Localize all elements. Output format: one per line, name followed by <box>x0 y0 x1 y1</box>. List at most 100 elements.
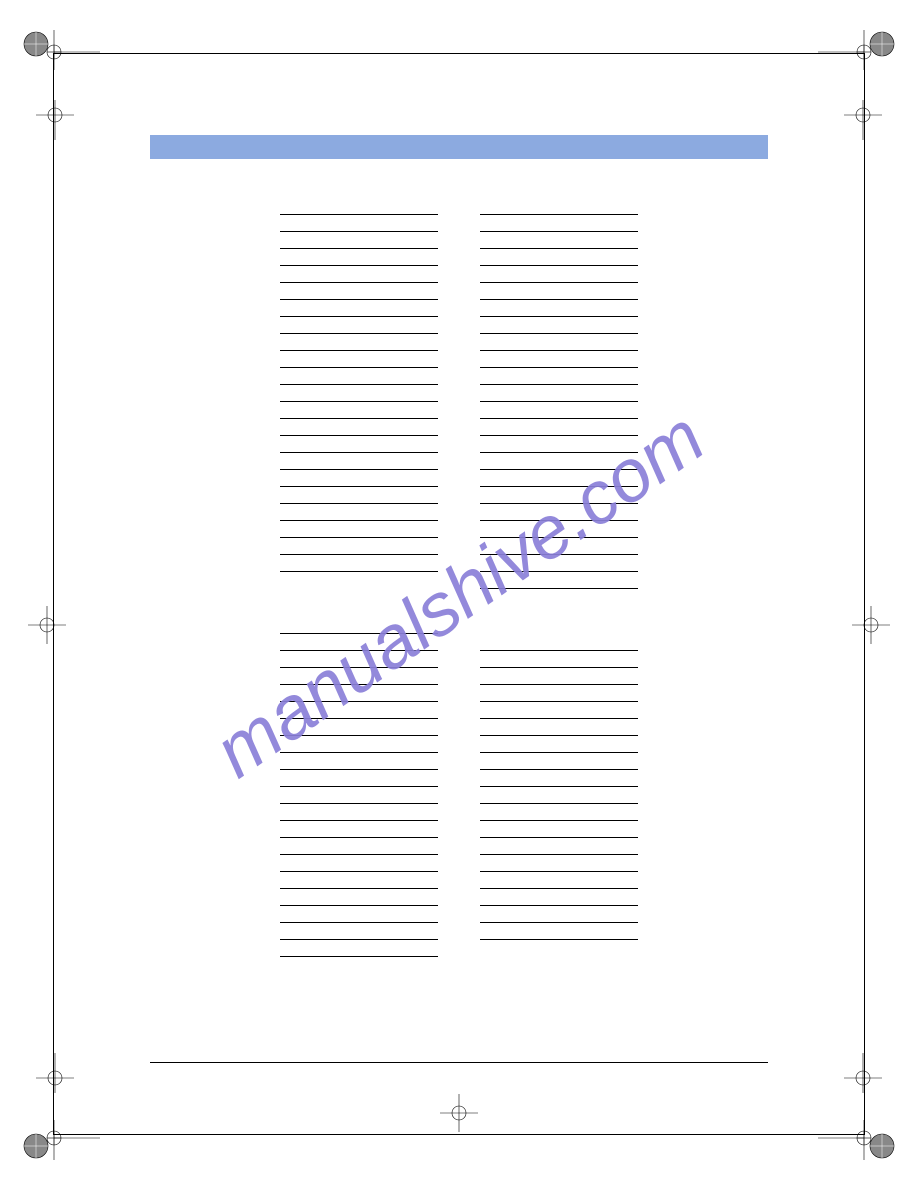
writing-line <box>280 923 438 940</box>
writing-line <box>480 855 638 872</box>
registration-mark-icon <box>838 100 888 150</box>
header-bar <box>150 135 768 159</box>
writing-line <box>480 555 638 572</box>
columns <box>150 199 768 957</box>
writing-line <box>480 419 638 436</box>
writing-line <box>480 804 638 821</box>
writing-line <box>480 368 638 385</box>
writing-line <box>480 300 638 317</box>
writing-line <box>480 436 638 453</box>
writing-line <box>280 249 438 266</box>
writing-line <box>480 702 638 719</box>
writing-line <box>280 940 438 957</box>
registration-mark-icon <box>22 1082 100 1160</box>
writing-line <box>480 572 638 589</box>
writing-line <box>480 487 638 504</box>
registration-mark-icon <box>846 600 896 650</box>
writing-line <box>280 521 438 538</box>
writing-line <box>280 685 438 702</box>
writing-line <box>480 685 638 702</box>
writing-line <box>480 821 638 838</box>
writing-line <box>280 334 438 351</box>
writing-line <box>480 923 638 940</box>
writing-line <box>280 753 438 770</box>
writing-line <box>280 300 438 317</box>
writing-line <box>480 249 638 266</box>
writing-line <box>480 334 638 351</box>
registration-mark-icon <box>434 1088 484 1138</box>
section-header-rule <box>280 618 438 634</box>
writing-line <box>480 232 638 249</box>
writing-line <box>280 453 438 470</box>
writing-line <box>280 555 438 572</box>
writing-line <box>480 872 638 889</box>
section-header-rule <box>480 199 638 215</box>
writing-line <box>480 719 638 736</box>
writing-line <box>280 838 438 855</box>
writing-line <box>280 821 438 838</box>
writing-line <box>280 634 438 651</box>
writing-line <box>480 838 638 855</box>
writing-line <box>480 770 638 787</box>
writing-line <box>280 317 438 334</box>
registration-mark-icon <box>818 1082 896 1160</box>
writing-line <box>280 889 438 906</box>
writing-line <box>480 521 638 538</box>
writing-line <box>480 906 638 923</box>
registration-mark-icon <box>30 100 80 150</box>
writing-line <box>280 385 438 402</box>
writing-line <box>280 470 438 487</box>
writing-line <box>280 538 438 555</box>
column-left <box>280 199 438 957</box>
writing-line <box>280 906 438 923</box>
writing-line <box>280 266 438 283</box>
writing-line <box>480 889 638 906</box>
writing-line <box>280 368 438 385</box>
writing-line <box>280 504 438 521</box>
writing-line <box>480 668 638 685</box>
writing-line <box>480 470 638 487</box>
writing-line <box>280 402 438 419</box>
section-header-rule <box>480 635 638 651</box>
writing-line <box>280 702 438 719</box>
registration-mark-icon <box>22 600 72 650</box>
registration-mark-icon <box>838 1043 888 1093</box>
writing-line <box>280 436 438 453</box>
writing-line <box>480 453 638 470</box>
writing-line <box>480 385 638 402</box>
content-area <box>150 135 768 1063</box>
footer-rule <box>150 1062 768 1063</box>
writing-line <box>480 504 638 521</box>
section-header-rule <box>280 199 438 215</box>
writing-line <box>280 787 438 804</box>
writing-line <box>280 804 438 821</box>
writing-line <box>280 232 438 249</box>
writing-line <box>280 855 438 872</box>
writing-line <box>480 787 638 804</box>
writing-line <box>280 736 438 753</box>
writing-line <box>480 317 638 334</box>
writing-line <box>480 283 638 300</box>
writing-line <box>280 215 438 232</box>
registration-mark-icon <box>30 1043 80 1093</box>
writing-line <box>280 651 438 668</box>
writing-line <box>280 872 438 889</box>
writing-line <box>480 651 638 668</box>
writing-line <box>280 419 438 436</box>
writing-line <box>280 668 438 685</box>
writing-line <box>480 266 638 283</box>
writing-line <box>480 402 638 419</box>
column-right <box>480 199 638 957</box>
writing-line <box>280 719 438 736</box>
writing-line <box>480 215 638 232</box>
registration-mark-icon <box>818 30 896 108</box>
writing-line <box>280 351 438 368</box>
writing-line <box>480 753 638 770</box>
writing-line <box>280 487 438 504</box>
registration-mark-icon <box>22 30 100 108</box>
writing-line <box>480 538 638 555</box>
writing-line <box>280 283 438 300</box>
writing-line <box>280 770 438 787</box>
writing-line <box>480 351 638 368</box>
writing-line <box>480 736 638 753</box>
